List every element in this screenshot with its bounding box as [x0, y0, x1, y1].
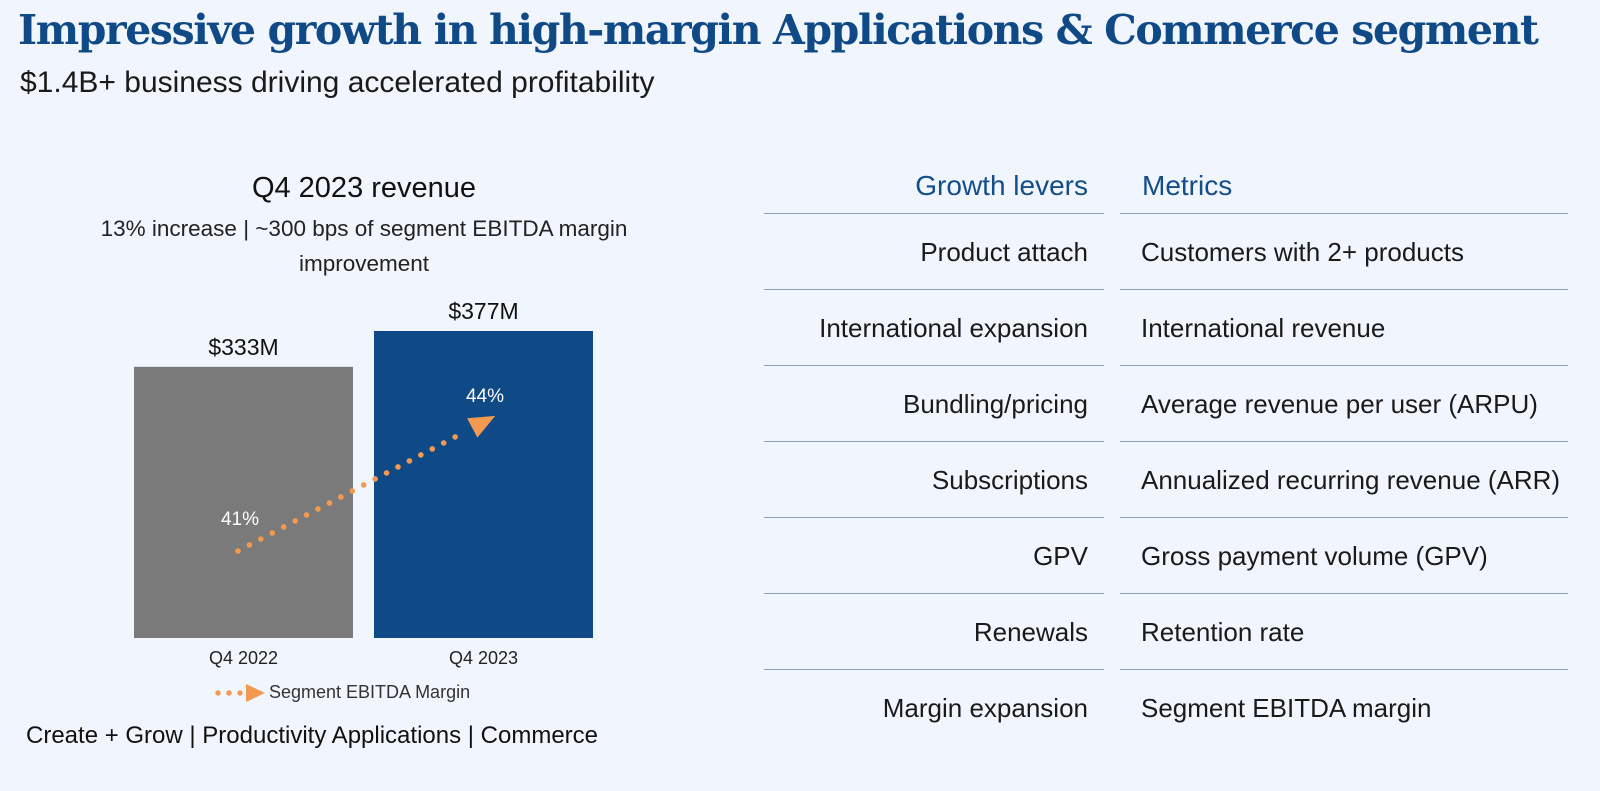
metric-cell: Segment EBITDA margin: [1141, 692, 1432, 723]
page-subtitle: $1.4B+ business driving accelerated prof…: [20, 66, 655, 99]
table-row: Bundling/pricing Average revenue per user…: [764, 366, 1568, 442]
growth-lever-cell: Product attach: [920, 236, 1088, 267]
x-tick-label: Q4 2023: [449, 648, 518, 668]
x-tick-label: Q4 2022: [209, 648, 278, 668]
dotted-arrow-legend-icon: [215, 684, 265, 702]
margin-value-label: 44%: [466, 386, 504, 407]
growth-lever-cell: GPV: [1033, 540, 1088, 571]
margin-value-label: 41%: [221, 509, 259, 530]
chart-legend: Segment EBITDA Margin: [213, 680, 470, 704]
revenue-bar-chart: $333M Q4 2022 $377M Q4 2023 41% 44%: [134, 298, 593, 668]
table-row: Subscriptions Annualized recurring revenu…: [764, 442, 1568, 518]
metric-cell: Average revenue per user (ARPU): [1141, 388, 1538, 419]
margin-line-dot: [303, 512, 310, 518]
table-divider: [1120, 517, 1568, 518]
margin-line-dot: [440, 440, 447, 446]
margin-line-dot: [326, 500, 333, 506]
margin-line-dot: [372, 476, 378, 482]
margin-line-dot: [418, 452, 424, 458]
growth-levers-header: Growth levers: [915, 170, 1088, 201]
margin-line-dot: [338, 494, 344, 500]
margin-line-dot: [395, 464, 401, 470]
table-divider: [1120, 593, 1568, 594]
margin-line-dot: [269, 530, 276, 536]
margin-arrow-head: [467, 415, 496, 438]
chart-subtitle: 13% increase | ~300 bps of segment EBITD…: [100, 216, 628, 276]
margin-line-dot: [360, 482, 367, 488]
table-divider: [1120, 289, 1568, 290]
legend-label: Segment EBITDA Margin: [269, 681, 471, 702]
table-divider: [1120, 365, 1568, 366]
bar-q4-2022: [134, 366, 353, 638]
table-divider: [764, 365, 1104, 366]
growth-lever-cell: International expansion: [819, 312, 1088, 343]
margin-line-dot: [349, 488, 356, 494]
metric-cell: Retention rate: [1141, 616, 1305, 647]
metric-cell: Gross payment volume (GPV): [1141, 540, 1488, 571]
table-row: Margin expansion Segment EBITDA margin: [764, 670, 1568, 746]
growth-lever-cell: Margin expansion: [882, 692, 1088, 723]
bar-value-label: $333M: [208, 334, 278, 360]
margin-line-dot: [280, 524, 287, 530]
metric-cell: International revenue: [1141, 312, 1386, 343]
margin-line-dot: [406, 458, 413, 464]
margin-line-dot: [235, 548, 241, 554]
growth-lever-cell: Bundling/pricing: [902, 388, 1088, 419]
metrics-header: Metrics: [1142, 170, 1233, 201]
margin-line-dot: [246, 542, 253, 548]
table-divider: [764, 213, 1104, 214]
table-row: International expansion International rev…: [764, 290, 1568, 366]
footer-segments: Create + Grow | Productivity Application…: [26, 722, 599, 749]
table-divider: [764, 289, 1104, 290]
growth-lever-cell: Subscriptions: [931, 464, 1088, 495]
table-row: Product attach Customers with 2+ products: [764, 214, 1568, 290]
table-divider: [764, 441, 1104, 442]
margin-line-dot: [429, 446, 436, 452]
table-divider: [1120, 669, 1568, 670]
table-divider: [1120, 213, 1568, 214]
table-row: GPV Gross payment volume (GPV): [764, 518, 1568, 594]
table-divider: [764, 593, 1104, 594]
table-divider: [764, 517, 1104, 518]
bar-q4-2023: [374, 331, 593, 638]
margin-line-dot: [452, 434, 458, 440]
metric-cell: Annualized recurring revenue (ARR): [1141, 464, 1561, 495]
table-divider: [764, 669, 1104, 670]
bar-value-label: $377M: [448, 298, 518, 324]
table-row: Renewals Retention rate: [764, 594, 1568, 670]
table-divider: [1120, 441, 1568, 442]
chart-title: Q4 2023 revenue: [251, 172, 477, 204]
margin-line-dot: [292, 518, 298, 524]
metric-cell: Customers with 2+ products: [1141, 236, 1464, 267]
margin-line-dot: [383, 470, 390, 476]
growth-lever-cell: Renewals: [973, 616, 1088, 647]
page-title: Impressive growth in high-margin Applica…: [18, 6, 1539, 54]
margin-line-dot: [315, 506, 321, 512]
margin-line-dot: [258, 536, 264, 542]
